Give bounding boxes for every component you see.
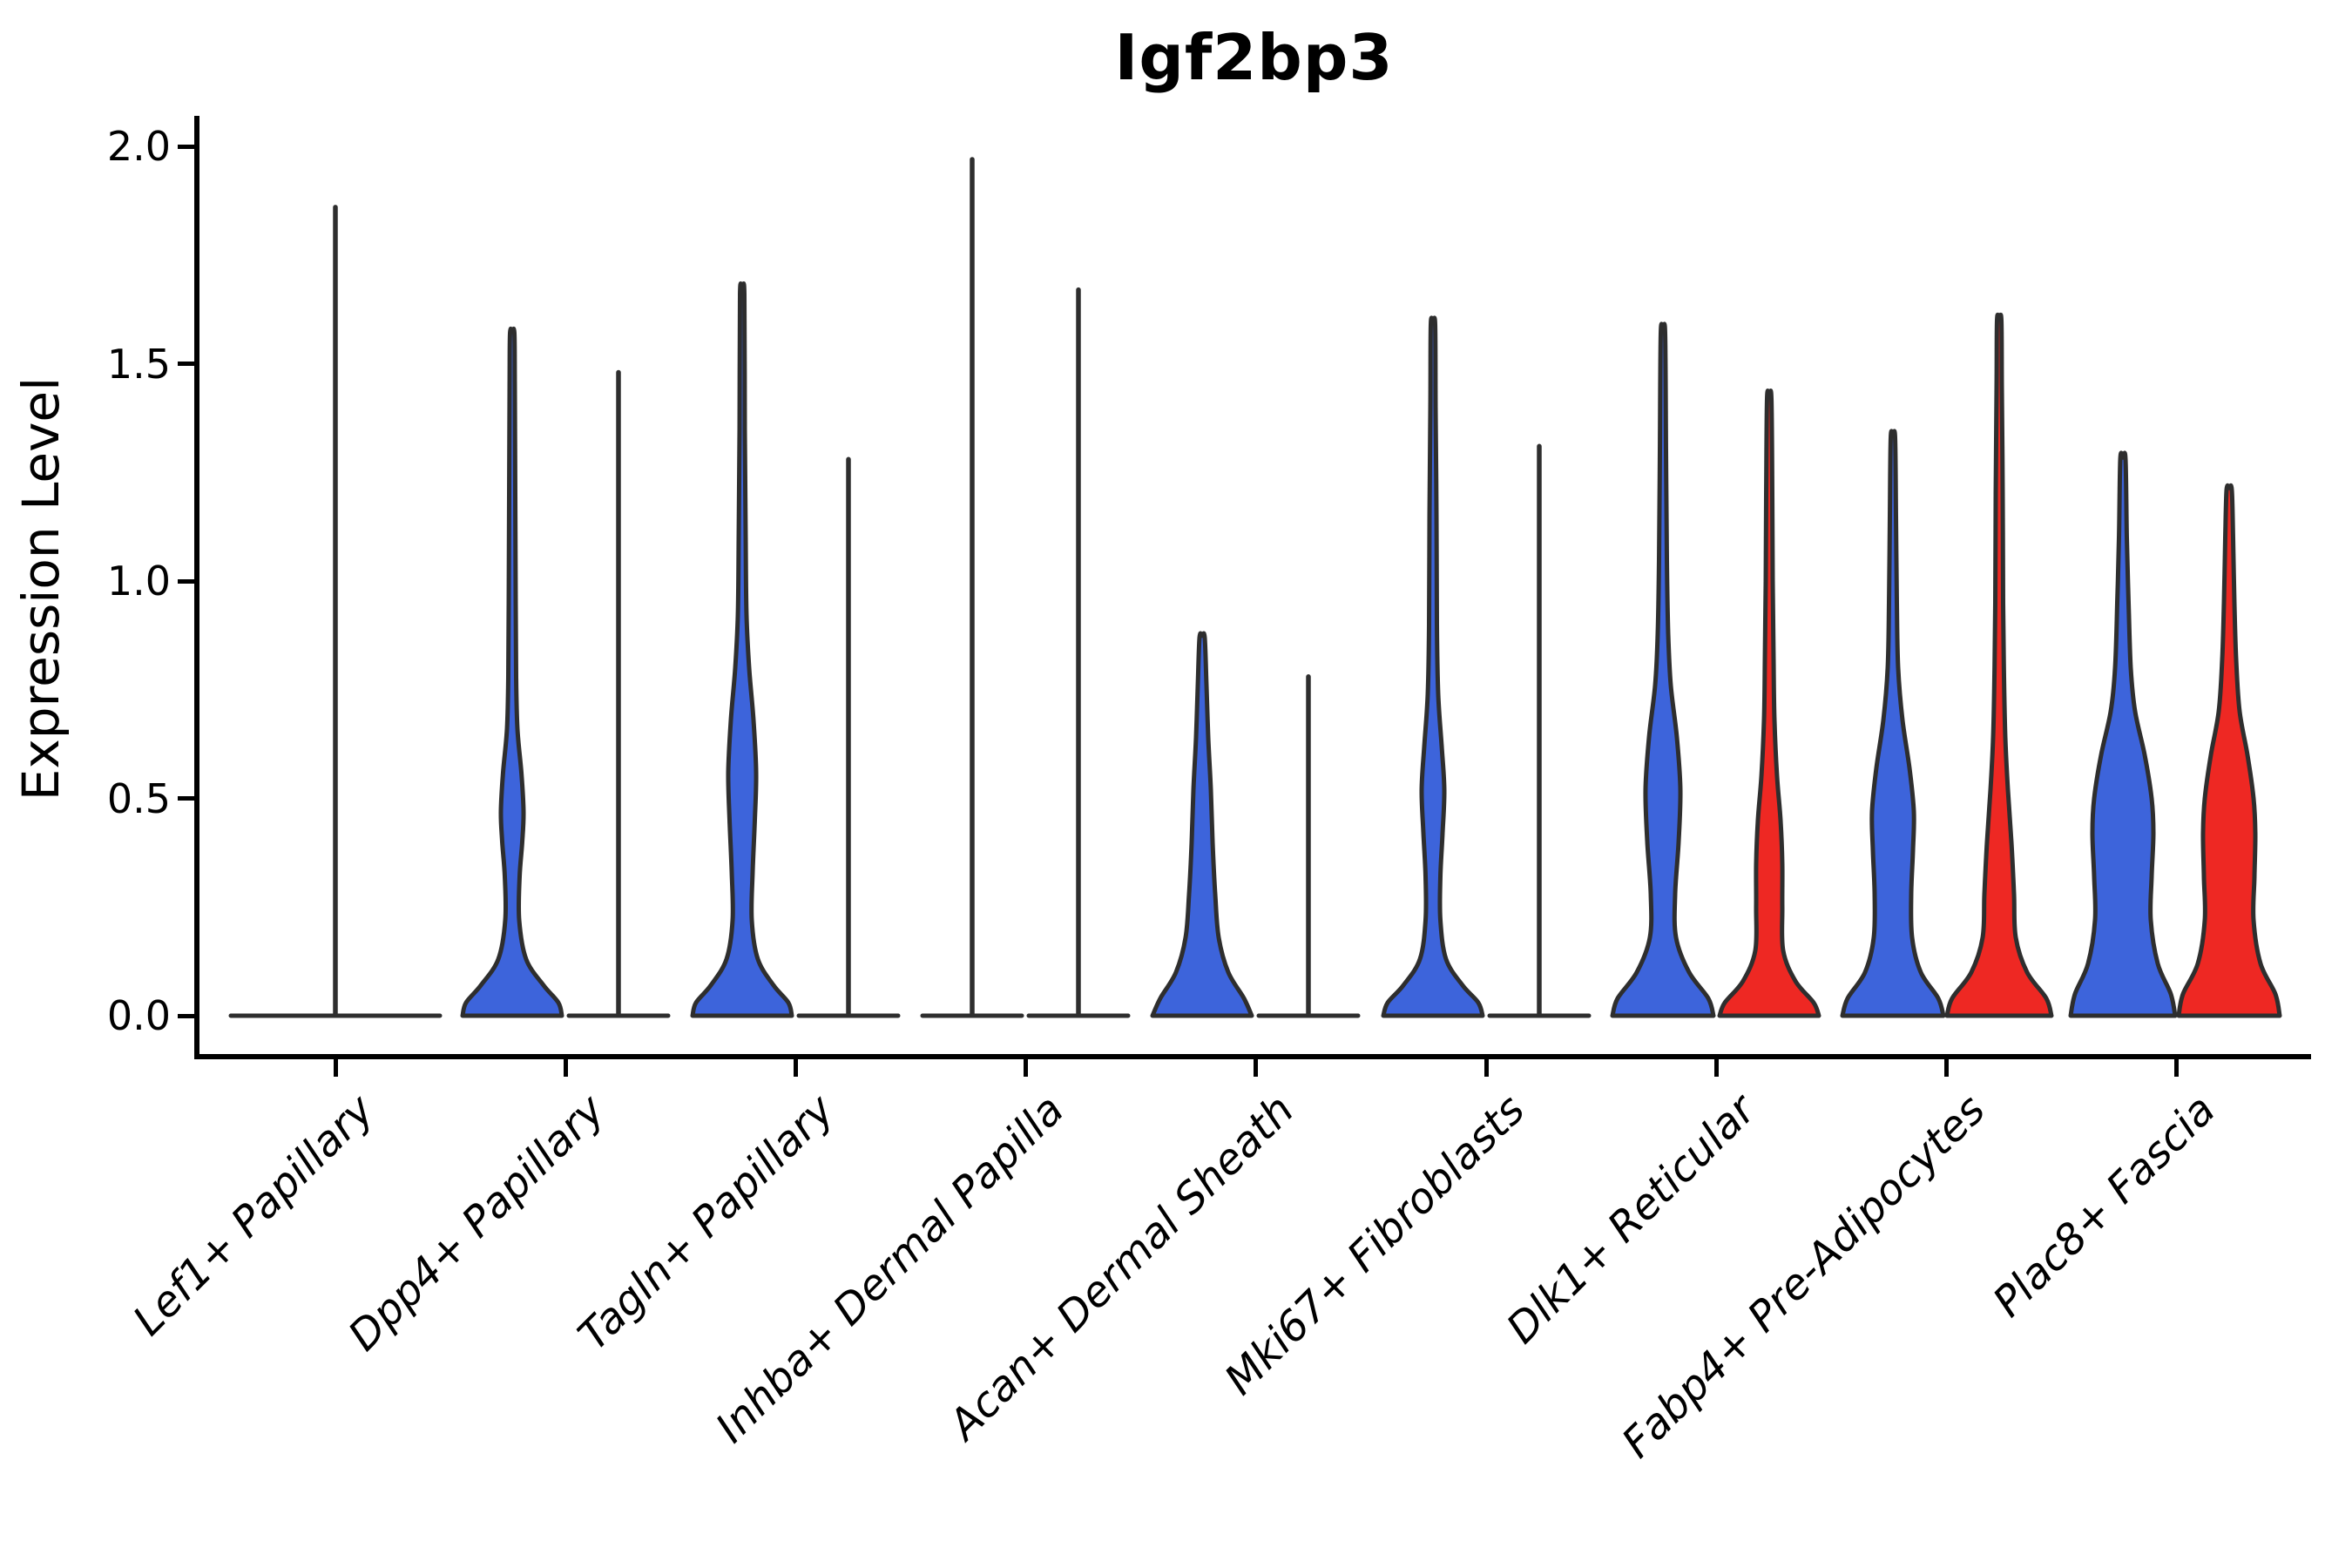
violin-red xyxy=(1944,312,2054,1018)
bottom-spine xyxy=(194,1054,2311,1059)
x-tick xyxy=(2173,1056,2179,1077)
x-tick xyxy=(1943,1056,1949,1077)
left-spine xyxy=(194,116,199,1058)
x-tick xyxy=(1713,1056,1719,1077)
y-tick xyxy=(178,578,197,584)
x-tick xyxy=(333,1056,338,1077)
y-tick xyxy=(178,362,197,366)
violin-blue xyxy=(1381,315,1485,1018)
violin-red xyxy=(2176,483,2282,1018)
y-tick-label: 0.5 xyxy=(106,774,171,822)
y-tick xyxy=(178,796,197,801)
violin-blue xyxy=(1610,321,1716,1018)
violin-blue xyxy=(1150,631,1254,1018)
y-tick-label: 1.0 xyxy=(106,558,171,605)
violin-red xyxy=(1717,389,1821,1018)
x-tick xyxy=(1484,1056,1489,1077)
y-tick xyxy=(178,144,197,149)
violin-blue xyxy=(1840,429,1946,1018)
y-tick-label: 2.0 xyxy=(106,123,171,170)
violin-blue xyxy=(690,281,794,1018)
violin-blue xyxy=(2068,450,2178,1018)
violin-blue xyxy=(460,326,564,1018)
x-tick xyxy=(1023,1056,1028,1077)
x-tick xyxy=(793,1056,798,1077)
x-tick xyxy=(563,1056,568,1077)
y-tick-label: 1.5 xyxy=(106,340,171,388)
y-tick-label: 0.0 xyxy=(106,992,171,1039)
x-tick xyxy=(1253,1056,1258,1077)
plot-title: Igf2bp3 xyxy=(1114,21,1394,94)
y-tick xyxy=(178,1013,197,1018)
